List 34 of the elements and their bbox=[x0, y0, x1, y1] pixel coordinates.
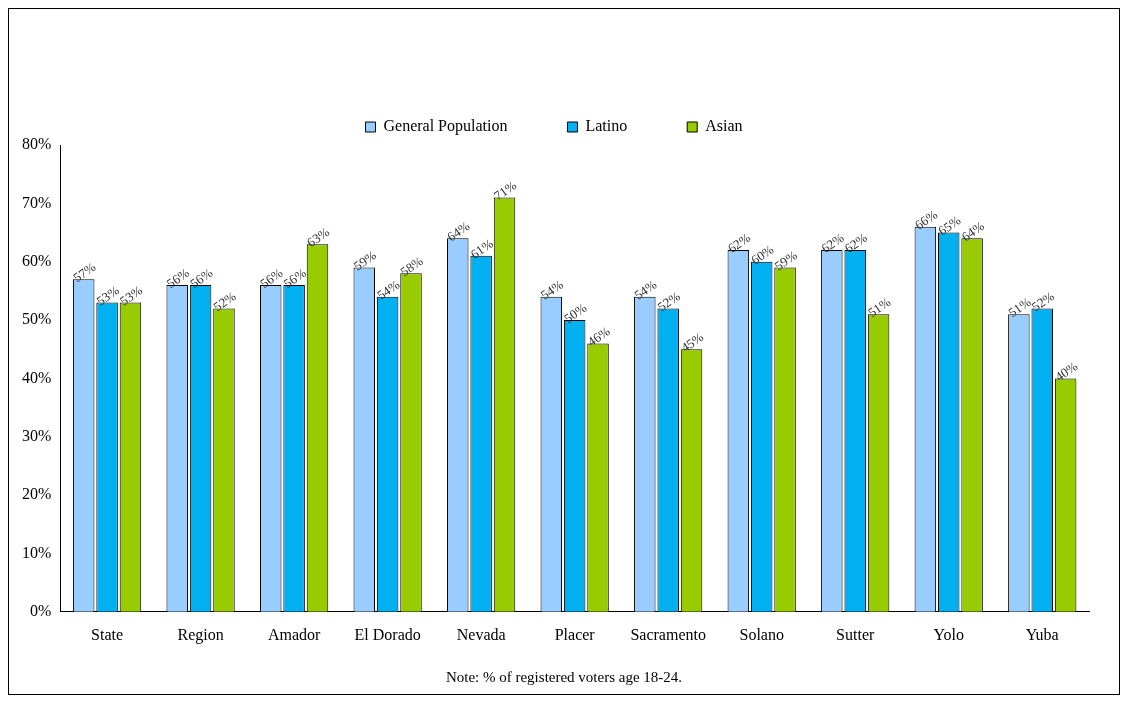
x-tick-label: Nevada bbox=[456, 625, 506, 643]
data-label: 46% bbox=[584, 323, 613, 350]
y-tick-label: 40% bbox=[22, 368, 52, 386]
x-tick-label: El Dorado bbox=[354, 625, 421, 643]
legend-label: Asian bbox=[705, 117, 743, 135]
text: Note: % of registered voters age 18-24. bbox=[444, 669, 684, 687]
data-label: 62% bbox=[724, 229, 754, 256]
x-tick-label: Region bbox=[177, 625, 224, 644]
data-label: 63% bbox=[304, 224, 333, 251]
x-tick-label: Placer bbox=[554, 625, 596, 643]
x-tick-label: Yuba bbox=[1025, 625, 1059, 643]
x-tick-label: State bbox=[91, 625, 124, 643]
x-tick-label: Sacramento bbox=[630, 625, 706, 643]
x-tick-label: Solano bbox=[739, 625, 784, 643]
data-label: 57% bbox=[70, 259, 99, 286]
y-tick-label: 70% bbox=[22, 193, 52, 211]
x-tick-label: Amador bbox=[267, 625, 321, 643]
data-label: 71% bbox=[491, 177, 520, 204]
y-tick-label: 30% bbox=[22, 426, 52, 444]
legend-label: General Population bbox=[383, 117, 508, 136]
data-label: 51% bbox=[865, 294, 894, 321]
y-tick-label: 20% bbox=[22, 485, 52, 503]
x-tick-label: Sutter bbox=[836, 625, 875, 643]
data-label: 59% bbox=[350, 247, 380, 274]
y-tick-label: 80% bbox=[22, 135, 52, 153]
y-tick-label: 10% bbox=[22, 543, 52, 561]
data-label: 40% bbox=[1052, 358, 1081, 385]
legend-label: Latino bbox=[585, 117, 628, 135]
data-label: 45% bbox=[678, 329, 707, 356]
x-tick-label: Yolo bbox=[933, 625, 964, 643]
y-tick-label: 50% bbox=[22, 310, 52, 328]
y-tick-label: 0% bbox=[30, 602, 52, 619]
data-label: 52% bbox=[210, 288, 239, 315]
y-tick-label: 60% bbox=[22, 251, 52, 269]
